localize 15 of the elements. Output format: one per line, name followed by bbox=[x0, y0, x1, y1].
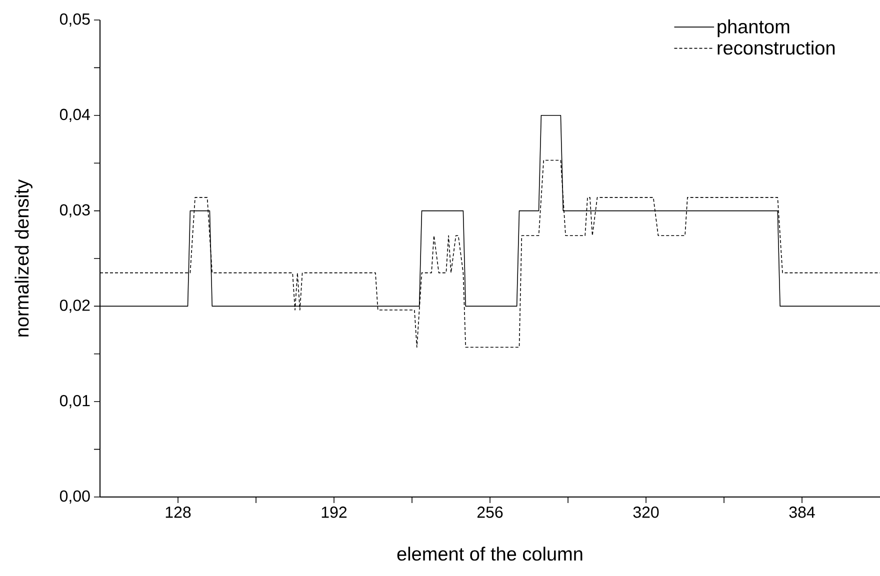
y-tick-label: 0,03 bbox=[60, 204, 90, 218]
x-tick-label: 192 bbox=[322, 506, 347, 518]
x-tick-label: 256 bbox=[477, 506, 503, 518]
legend-label: phantom bbox=[718, 19, 790, 38]
y-tick-label: 0,00 bbox=[60, 490, 90, 504]
x-tick-label: 128 bbox=[166, 506, 191, 518]
x-axis-title: element of the column bbox=[397, 546, 582, 561]
legend-label: reconstruction bbox=[718, 40, 835, 55]
y-tick-label: 0,02 bbox=[60, 300, 90, 313]
x-tick-label: 384 bbox=[789, 506, 815, 518]
y-axis-title: normalized density bbox=[14, 179, 32, 336]
y-tick-label: 0,05 bbox=[60, 13, 90, 27]
x-tick-label: 320 bbox=[633, 506, 659, 518]
y-tick-label: 0,01 bbox=[60, 394, 90, 408]
y-tick-label: 0,04 bbox=[60, 108, 90, 122]
